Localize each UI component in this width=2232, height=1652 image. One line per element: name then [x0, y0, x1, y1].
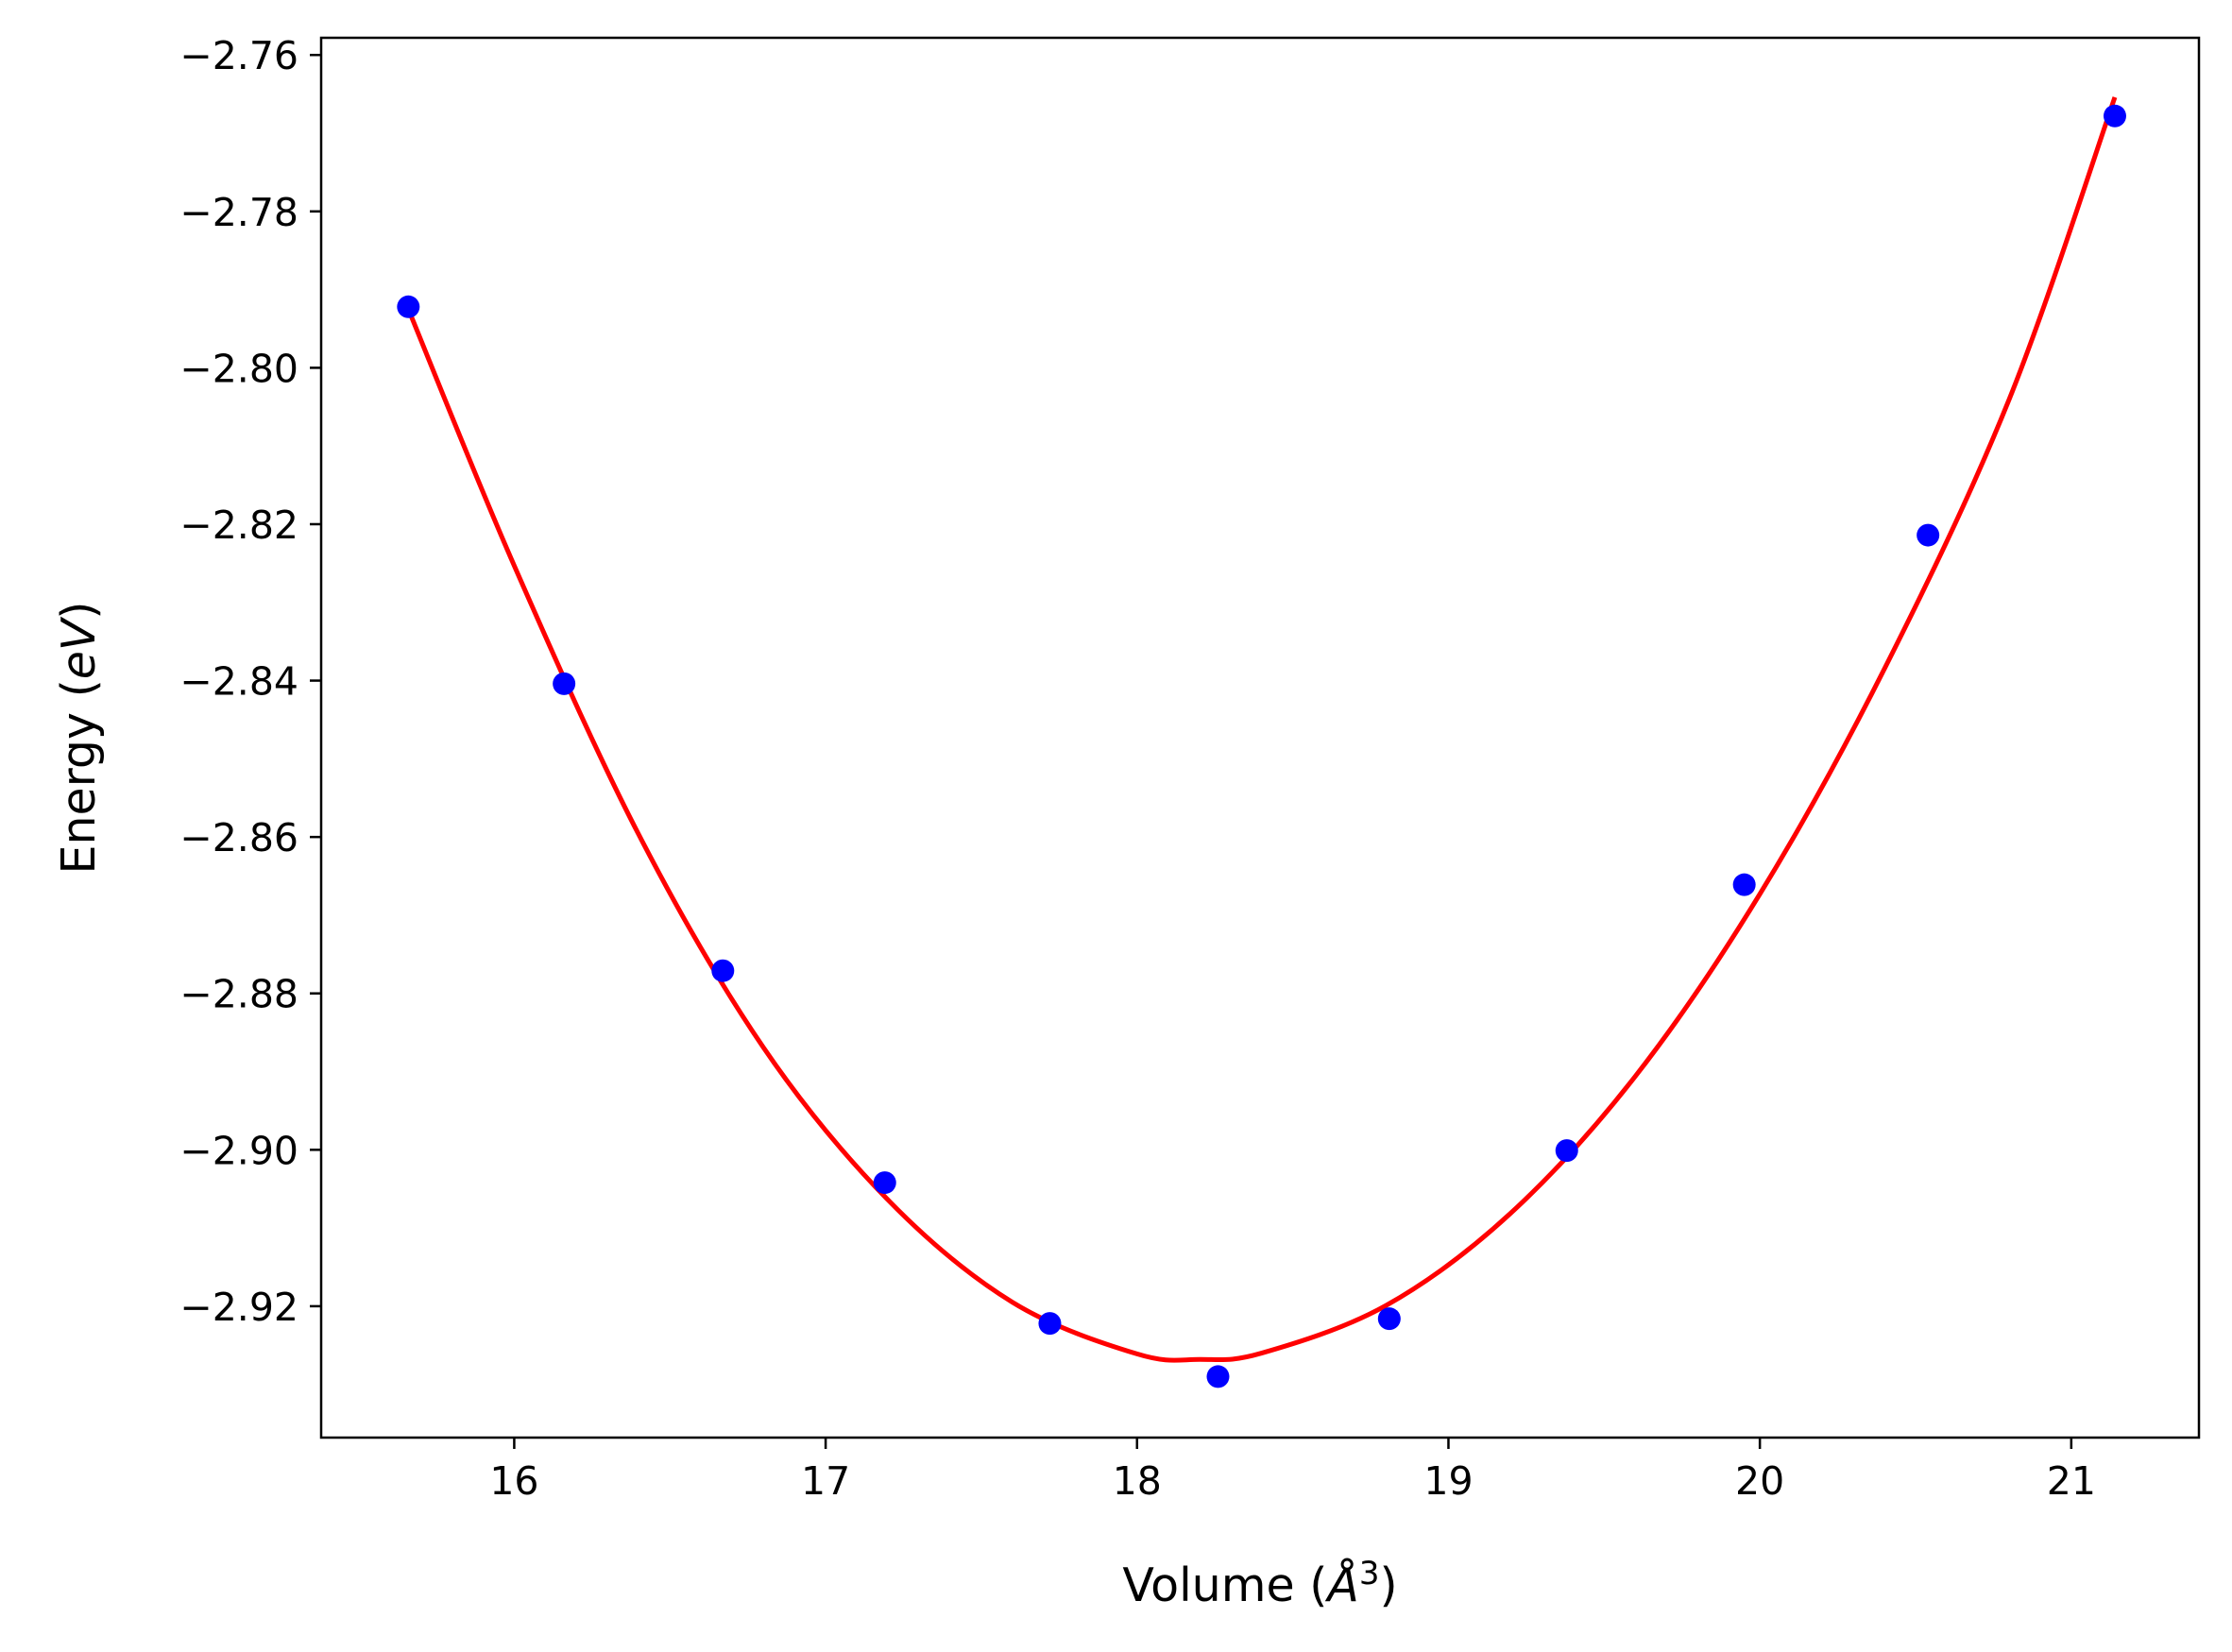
- x-tick-label: 17: [801, 1458, 850, 1504]
- x-axis-label: Volume (Å3): [1122, 1555, 1397, 1612]
- data-point: [1206, 1365, 1230, 1388]
- y-tick-label: −2.88: [179, 972, 298, 1017]
- x-tick-label: 18: [1113, 1458, 1162, 1504]
- x-tick-label: 20: [1735, 1458, 1784, 1504]
- y-tick-label: −2.86: [179, 815, 298, 860]
- y-tick-label: −2.92: [179, 1285, 298, 1330]
- data-point: [1917, 523, 1940, 547]
- x-axis-label-prefix: Volume (: [1122, 1558, 1327, 1612]
- y-axis-label-suffix: ): [52, 601, 106, 619]
- data-point: [1732, 873, 1756, 896]
- y-tick-label: −2.84: [179, 659, 298, 705]
- data-point: [553, 672, 576, 695]
- x-tick-label: 19: [1423, 1458, 1473, 1504]
- y-tick-label: −2.90: [179, 1128, 298, 1173]
- y-axis-label-unit: eV: [52, 616, 106, 679]
- data-point: [711, 959, 735, 982]
- data-point: [2103, 104, 2126, 128]
- x-axis-label-suffix: ): [1379, 1558, 1397, 1612]
- fit-curve-line: [406, 96, 2118, 1363]
- x-axis-label-symbol: Å: [1324, 1557, 1359, 1612]
- y-tick-label: −2.80: [179, 346, 298, 391]
- plot-area: 16 17 18 19 20 21 −2.76 −2.78 −2.80 −2.82 −2.84 −2.…: [179, 33, 2201, 1504]
- y-axis-label: Energy (eV): [52, 601, 106, 874]
- axes-frame: [319, 36, 2201, 1439]
- y-tick-label: −2.78: [179, 190, 298, 235]
- data-point: [873, 1171, 896, 1195]
- y-axis-label-prefix: Energy (: [52, 679, 106, 874]
- data-point: [1555, 1139, 1578, 1163]
- y-tick-label: −2.82: [179, 502, 298, 548]
- x-axis-label-superscript: 3: [1359, 1555, 1380, 1592]
- data-point: [397, 295, 420, 318]
- data-point: [1377, 1307, 1401, 1331]
- y-tick-label: −2.76: [179, 33, 298, 78]
- x-tick-label: 16: [489, 1458, 538, 1504]
- data-point: [1038, 1312, 1062, 1336]
- x-tick-label: 21: [2047, 1458, 2096, 1504]
